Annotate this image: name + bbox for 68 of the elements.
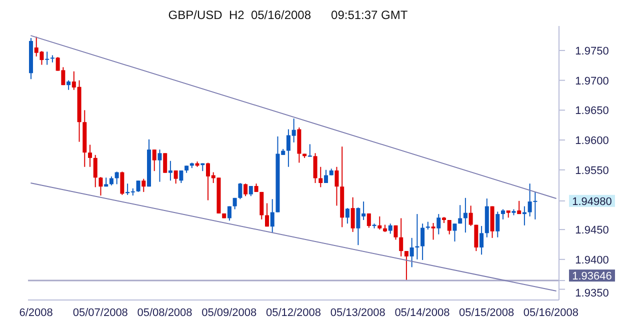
x-tick-label: 05/09/2008 [202, 306, 257, 319]
candlestick [244, 183, 248, 197]
candlestick [404, 250, 408, 282]
candlestick [179, 170, 184, 184]
y-tick-label: 1.9700 [575, 75, 609, 88]
x-tick-label: 05/14/2008 [394, 306, 450, 319]
y-tick-label: 1.9400 [575, 254, 609, 266]
candlestick [88, 144, 92, 168]
candlestick [517, 200, 522, 215]
chart-title: GBP/USD H2 05/16/2008 09:51:37 GMT [167, 8, 409, 22]
candlestick [350, 196, 355, 232]
candlestick [114, 171, 119, 185]
x-tick-label: 6/2008 [19, 306, 53, 319]
candlestick [366, 212, 371, 228]
candlestick [345, 208, 350, 224]
candlestick [501, 208, 505, 220]
y-tick-label: 1.9550 [575, 164, 609, 177]
candlestick [480, 225, 484, 256]
candlestick [474, 224, 478, 252]
candlestick [420, 223, 425, 261]
candlestick [93, 154, 98, 188]
candlestick [120, 171, 124, 196]
candlestick [158, 149, 162, 182]
candlestick [66, 80, 71, 90]
x-tick-label: 05/08/2008 [137, 306, 192, 319]
y-tick-label: 1.9650 [575, 105, 609, 118]
candlestick [227, 206, 232, 222]
candlestick [436, 214, 441, 235]
x-tick-label: 05/15/2008 [459, 306, 514, 319]
y-tick-label: 1.9350 [575, 287, 609, 300]
candlestick [313, 152, 318, 184]
candlestick [452, 223, 457, 242]
candlestick [142, 178, 146, 192]
candlestick [318, 166, 323, 188]
candlestick [265, 202, 269, 228]
candlestick [324, 169, 328, 184]
x-tick-label: 05/16/2008 [523, 306, 578, 319]
candlestick [98, 176, 103, 196]
candlestick [152, 149, 156, 172]
candlestick [447, 220, 452, 235]
candlestick [168, 160, 172, 182]
candlestick [270, 198, 274, 234]
candlestick [238, 182, 242, 200]
candlestick [174, 170, 178, 184]
candlestick [399, 218, 404, 257]
x-tick-label: 05/07/2008 [72, 306, 128, 319]
candlestick [394, 224, 398, 240]
y-tick-label: 1.9450 [575, 224, 609, 237]
y-tick-label: 1.9600 [575, 135, 609, 148]
x-tick-label: 05/12/2008 [266, 306, 322, 319]
candlestick [458, 204, 462, 224]
candlestick [45, 51, 50, 66]
x-tick-label: 05/13/2008 [330, 306, 386, 319]
candlestick [410, 237, 414, 268]
candlestick [522, 206, 526, 226]
candlestick [163, 152, 168, 174]
candlestick [463, 197, 468, 234]
candlestick [431, 222, 436, 240]
text: 1.94980 [572, 196, 612, 208]
candlestick [378, 216, 382, 230]
candlestick [468, 205, 473, 226]
candlestick [496, 211, 500, 238]
candlestick [260, 191, 264, 220]
candlestick [136, 180, 140, 192]
candlestick [388, 223, 392, 234]
ref-line-label: 1.93646 [572, 270, 612, 283]
y-tick-label: 1.9750 [575, 45, 609, 58]
candlestick [334, 166, 339, 206]
